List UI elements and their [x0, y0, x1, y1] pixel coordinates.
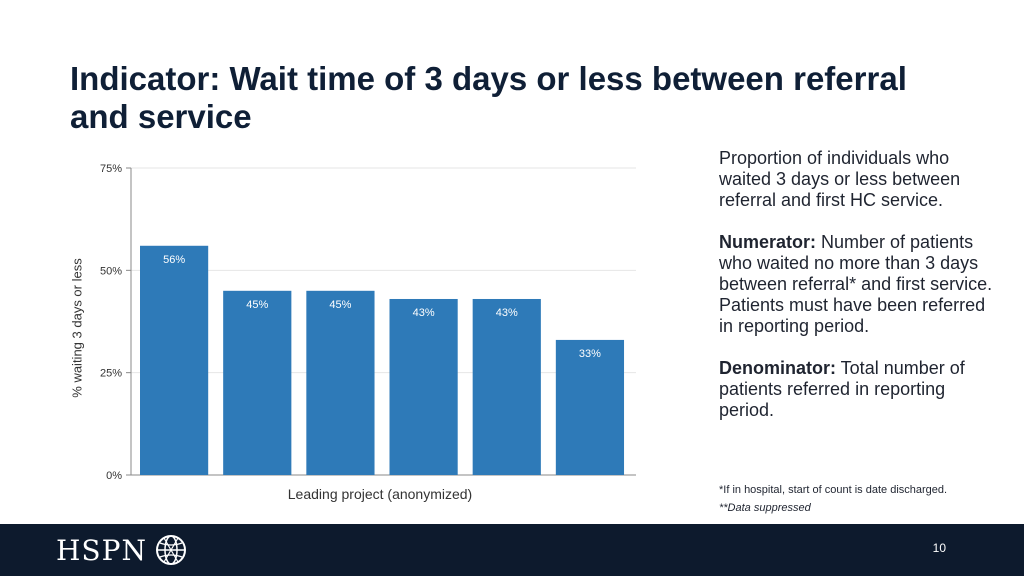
page-number: 10: [932, 541, 946, 555]
bar-data-label: 45%: [246, 299, 268, 311]
globe-icon: [155, 535, 186, 565]
bar-data-label: 43%: [496, 307, 518, 319]
hspn-logo: HSPN: [56, 533, 187, 567]
denominator-text: Total number of patients referred in rep…: [719, 358, 965, 420]
y-tick-label: 75%: [100, 163, 122, 175]
bar: [140, 245, 209, 475]
bar: [472, 298, 541, 475]
x-axis-label: Leading project (anonymized): [287, 486, 473, 502]
numerator-label: Numerator:: [719, 232, 817, 252]
footnote-hospital: *If in hospital, start of count is date …: [719, 484, 948, 496]
y-tick-label: 0%: [106, 470, 122, 482]
indicator-definition: Proportion of individuals who waited 3 d…: [719, 148, 994, 442]
bar-data-label: 43%: [413, 307, 435, 319]
slide-footer: HSPN 10: [0, 524, 1024, 576]
footnote-suppressed: **Data suppressed: [719, 502, 811, 514]
bar: [306, 290, 375, 475]
numerator-text: Number of patients who waited no more th…: [719, 232, 993, 336]
numerator-definition: Numerator: Number of patients who waited…: [719, 232, 994, 337]
y-tick-label: 25%: [100, 368, 122, 380]
logo-text: HSPN: [56, 533, 147, 567]
bar-data-label: 56%: [163, 254, 185, 266]
bar: [555, 339, 625, 475]
slide-title: Indicator: Wait time of 3 days or less b…: [70, 60, 907, 135]
bar-data-label: 33%: [579, 348, 601, 360]
y-tick-label: 50%: [100, 265, 122, 277]
bar-chart: 0% 25% 50% 75% 56% 45% 45% 43% 43% 33%: [100, 163, 636, 482]
bar: [223, 290, 292, 475]
y-axis-label: % waiting 3 days or less: [69, 258, 85, 398]
indicator-description: Proportion of individuals who waited 3 d…: [719, 148, 961, 210]
denominator-definition: Denominator: Total number of patients re…: [719, 358, 994, 421]
bar-data-label: 45%: [329, 299, 351, 311]
bar: [389, 298, 458, 475]
footnotes: *If in hospital, start of count is date …: [719, 481, 1009, 517]
denominator-label: Denominator:: [719, 358, 836, 378]
